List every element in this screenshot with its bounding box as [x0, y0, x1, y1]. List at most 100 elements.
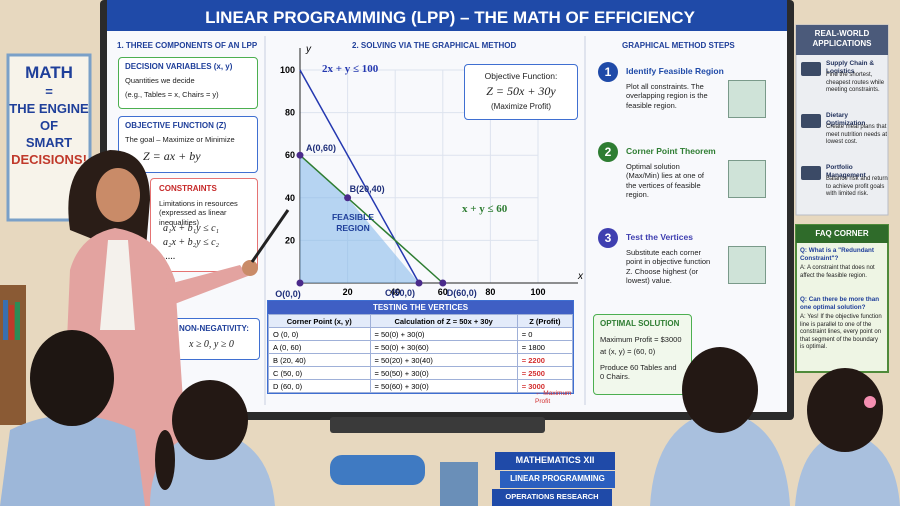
shelf-book: [3, 300, 8, 340]
step-icon: [728, 246, 766, 284]
decision-box: DECISION VARIABLES (x, y) Quantities we …: [118, 57, 258, 109]
formula: x ≥ 0, y ≥ 0: [189, 339, 234, 350]
faq-title: FAQ CORNER: [815, 229, 869, 238]
step-number: 2: [598, 142, 618, 162]
x-tick-label: 100: [530, 287, 545, 297]
step-text: Optimal solution (Max/Min) lies at one o…: [626, 162, 704, 200]
app-title: Supply Chain & Logistics: [826, 60, 875, 76]
poster-line: DECISIONS!: [11, 151, 87, 167]
table-cell: O (0, 0): [268, 327, 371, 341]
table-header: Z (Profit): [516, 314, 574, 328]
app-icon: [801, 62, 821, 76]
feasible-region: [300, 155, 419, 283]
step-text: Substitute each corner point in objectiv…: [626, 248, 711, 286]
table-row: C (50, 0) = 50(50) + 30(0) = 2500: [268, 366, 574, 380]
step-icon: [728, 160, 766, 198]
vertex: [344, 194, 352, 202]
app-title: Portfolio Management: [826, 164, 866, 180]
box-text: (Maximize Profit): [490, 102, 551, 111]
faq-question: Q: What is a "Redundant Constraint"?: [800, 247, 875, 262]
app-title: Dietary Optimization: [826, 112, 866, 128]
poster-line: =: [45, 84, 53, 100]
table-cell: = 50(20) + 30(40): [369, 353, 518, 367]
box-text: The goal – Maximize or Minimize: [125, 135, 235, 144]
objective-function-box: Objective Function: Z = 50x + 30y (Maxim…: [464, 64, 578, 120]
box-title: OPTIMAL SOLUTION: [600, 319, 680, 328]
step-title: Test the Vertices: [626, 232, 693, 242]
vertex-label: B(20,40): [350, 184, 385, 194]
shelf-book: [9, 305, 14, 340]
y-tick-label: 40: [285, 193, 295, 203]
app-icon: [801, 166, 821, 180]
formula: a₂x + b₂y ≤ c₂: [163, 237, 219, 248]
vertex: [439, 279, 447, 287]
box-title: NON-NEGATIVITY:: [179, 324, 249, 333]
box-text: Maximum Profit = $3000: [600, 335, 682, 344]
table-cell: A (0, 60): [268, 340, 371, 354]
faq-answer: A: A constraint that does not affect the…: [800, 265, 875, 279]
vertex: [296, 151, 304, 159]
step-title: Corner Point Theorem: [626, 146, 716, 156]
section-heading: GRAPHICAL METHOD STEPS: [622, 41, 735, 50]
y-axis-label: y: [305, 44, 312, 55]
table-header: Corner Point (x, y): [268, 314, 371, 328]
table-cell: = 50(60) + 30(0): [369, 379, 518, 393]
shelf-book: [15, 302, 20, 340]
formula: Z = 50x + 30y: [486, 84, 556, 98]
table-cell: = 0: [516, 327, 574, 341]
title-bar: [107, 0, 787, 31]
nonnegativity-box: NON-NEGATIVITY: x ≥ 0, y ≥ 0: [172, 318, 260, 360]
section-heading: 2. SOLVING VIA THE GRAPHICAL METHOD: [352, 41, 517, 50]
vertex-label: D(60,0): [447, 288, 477, 298]
vertex-table: TESTING THE VERTICES Corner Point (x, y)…: [267, 300, 574, 394]
box-text: Produce 60 Tables and 0 Chairs.: [600, 363, 677, 382]
table-header: Calculation of Z = 50x + 30y: [369, 314, 518, 328]
table-title: TESTING THE VERTICES: [268, 301, 573, 314]
section-heading: 1. THREE COMPONENTS OF AN LPP: [117, 41, 258, 50]
applications-header: [796, 25, 888, 55]
table-cell: = 50(50) + 30(0): [369, 366, 518, 380]
table-cell: = 3000: [516, 379, 574, 393]
box-text: Quantities we decide: [125, 76, 195, 85]
step-icon: [728, 80, 766, 118]
vertex: [296, 279, 304, 287]
box-title: CONSTRAINTS: [159, 184, 217, 193]
y-tick-label: 60: [285, 150, 295, 160]
constraint-line: [299, 69, 420, 284]
formula: Z = ax + by: [143, 149, 201, 163]
table-cell: = 1800: [516, 340, 574, 354]
vertex-label: C(50,0): [385, 288, 415, 298]
table-row: D (60, 0) = 50(60) + 30(0) = 3000: [268, 379, 574, 393]
table-row: A (0, 60) = 50(0) + 30(60) = 1800: [268, 340, 574, 354]
table-cell: B (20, 40): [268, 353, 371, 367]
constraint-label: x + y ≤ 60: [462, 203, 508, 215]
x-tick-label: 40: [390, 287, 400, 297]
vertex-label: A(0,60): [306, 143, 336, 153]
applications-title: REAL-WORLD APPLICATIONS: [812, 29, 872, 48]
step-title: Identify Feasible Region: [626, 66, 724, 76]
formula: .....: [163, 251, 176, 262]
table-row: B (20, 40) = 50(20) + 30(40) = 2200: [268, 353, 574, 367]
toolbar[interactable]: [330, 417, 545, 433]
table-cell: = 50(0) + 30(0): [369, 327, 518, 341]
poster-line: OF: [39, 117, 59, 133]
table-cell: = 50(0) + 30(60): [369, 340, 518, 354]
constraints-box: CONSTRAINTS Limitations in resources (ex…: [150, 178, 258, 272]
x-axis-label: x: [577, 271, 584, 282]
table-cell: D (60, 0): [268, 379, 371, 393]
table-note: ← Maximum Profit: [535, 390, 572, 406]
poster-line: MATH: [25, 63, 73, 82]
faq-card: [795, 224, 889, 373]
table-cell: C (50, 0): [268, 366, 371, 380]
book-title: MATHEMATICS XII: [515, 455, 595, 465]
table-header-row: Corner Point (x, y) Calculation of Z = 50…: [268, 314, 574, 328]
y-tick-label: 100: [280, 65, 295, 75]
app-icon: [801, 114, 821, 128]
step-text: Plot all constraints. The overlapping re…: [626, 82, 708, 110]
table-row: O (0, 0) = 50(0) + 30(0) = 0: [268, 327, 574, 341]
box-text: Limitations in resources (expressed as l…: [159, 199, 238, 227]
app-text: Balance risk and return to achieve profi…: [826, 176, 888, 197]
box-title: OBJECTIVE FUNCTION (Z): [125, 121, 227, 130]
table-cell: = 2200: [516, 353, 574, 367]
